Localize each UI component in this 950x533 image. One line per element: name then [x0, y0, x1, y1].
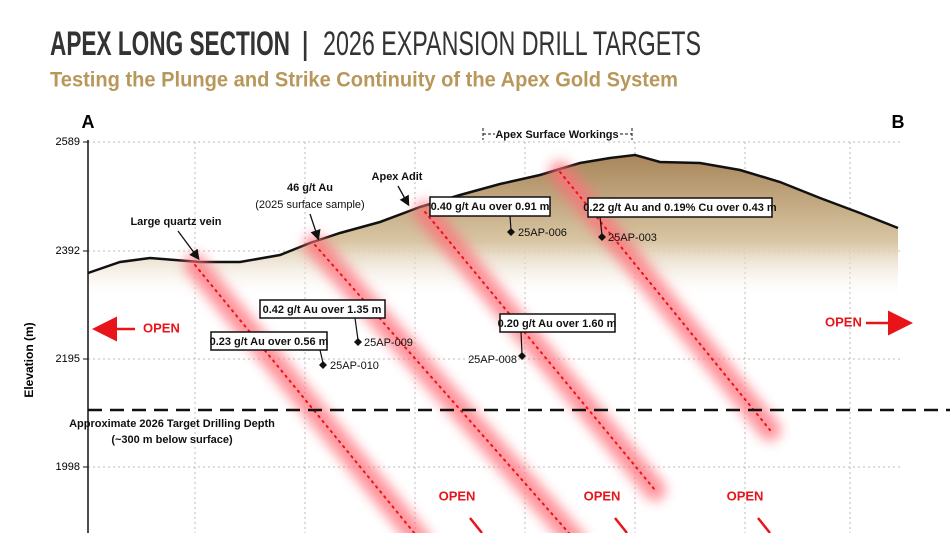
hole-id: 25AP-003 — [608, 232, 657, 244]
assay-boxes — [210, 196, 773, 364]
open-label: OPEN — [439, 488, 476, 503]
annotation-arrow — [309, 213, 321, 241]
assay-label: 0.23 g/t Au over 0.56 m — [210, 336, 329, 348]
hole-id: 25AP-010 — [330, 360, 379, 372]
open-label: OPEN — [727, 488, 764, 503]
title: APEX LONG SECTION — [50, 25, 290, 63]
annotation-arrow — [177, 230, 200, 261]
y-tick-label: 2195 — [56, 353, 80, 365]
subtitle: Testing the Plunge and Strike Continuity… — [50, 69, 678, 92]
assay-label: 0.40 g/t Au over 0.91 m — [431, 201, 550, 213]
section-end: B — [892, 112, 905, 132]
assay-label: 0.20 g/t Au over 1.60 m — [498, 318, 617, 330]
hole-markers — [319, 228, 606, 369]
y-tick-label: 2589 — [56, 136, 80, 148]
open-label: OPEN — [825, 314, 862, 329]
annotation: Large quartz vein — [130, 216, 221, 228]
annotation: Apex Surface Workings — [495, 129, 618, 141]
section-end: A — [82, 112, 95, 132]
annotation-arrow — [397, 185, 410, 207]
title: 2026 EXPANSION DRILL TARGETS — [323, 25, 701, 63]
open-label: OPEN — [143, 320, 180, 335]
title-separator: | — [301, 25, 309, 61]
workings-bracket — [482, 128, 633, 140]
y-tick-label: 1998 — [56, 461, 80, 473]
open-label: OPEN — [584, 488, 621, 503]
ground — [88, 155, 898, 300]
depth-label: (~300 m below surface) — [111, 434, 233, 446]
annotation: 46 g/t Au — [287, 182, 333, 194]
hole-id: 25AP-008 — [468, 354, 517, 366]
open-arrows — [469, 517, 771, 533]
topography — [87, 153, 899, 275]
annotation: (2025 surface sample) — [255, 199, 364, 211]
axis-label: Elevation (m) — [22, 322, 36, 397]
annotation: Apex Adit — [372, 171, 423, 183]
assay-label: 0.42 g/t Au over 1.35 m — [263, 304, 382, 316]
hole-id: 25AP-006 — [518, 227, 567, 239]
y-tick-label: 2392 — [56, 245, 80, 257]
hole-id: 25AP-009 — [364, 337, 413, 349]
depth-label: Approximate 2026 Target Drilling Depth — [69, 418, 275, 430]
assay-label: 0.22 g/t Au and 0.19% Cu over 0.43 m — [583, 202, 777, 214]
